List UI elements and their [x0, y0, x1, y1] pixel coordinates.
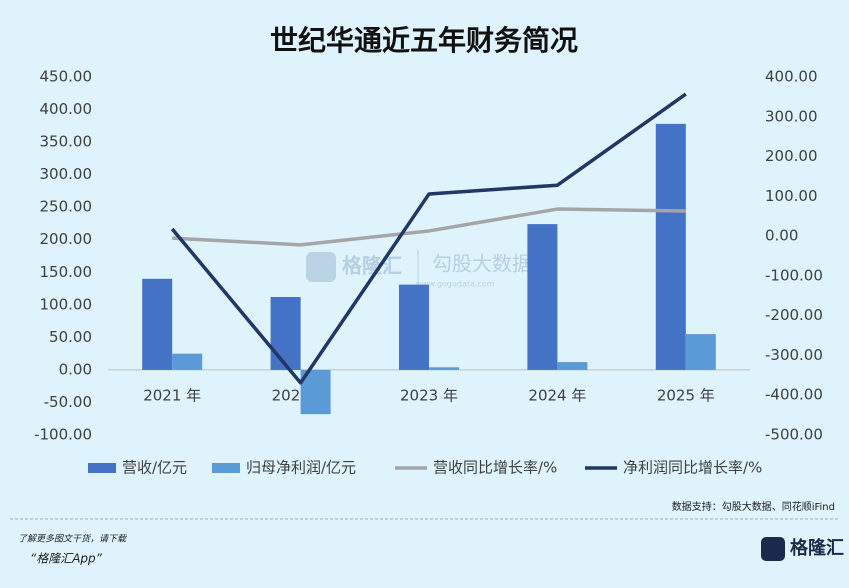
- line: [172, 207, 686, 247]
- source: 数据支持：勾股大数据、同花顺iFind: [672, 500, 835, 513]
- y2-tick-label: -400.00: [765, 386, 823, 404]
- y-tick-label: -50.00: [44, 393, 92, 411]
- y2-tick-label: -200.00: [765, 306, 823, 324]
- bar: [527, 224, 558, 370]
- y2-tick-label: 100.00: [765, 187, 818, 205]
- y-tick-label: 300.00: [40, 165, 93, 183]
- legend-label: 营收同比增长率/%: [433, 459, 557, 477]
- y-tick-label: 200.00: [40, 230, 93, 248]
- watermark: 格隆汇 勾股大数据 www.gogudata.com: [306, 250, 532, 289]
- bar: [399, 284, 429, 370]
- y-tick-label: 0.00: [59, 360, 92, 378]
- bar: [655, 123, 686, 370]
- bar: [270, 297, 301, 370]
- watermark-icon: [306, 252, 336, 282]
- legend-swatch: [212, 463, 240, 473]
- logo-icon: [761, 537, 785, 561]
- y2-tick-label: 400.00: [765, 68, 818, 86]
- y-tick-label: 100.00: [40, 295, 93, 313]
- watermark-url: www.gogudata.com: [415, 280, 494, 289]
- legend-label: 营收/亿元: [122, 459, 187, 477]
- y2-tick-label: -300.00: [765, 346, 823, 364]
- x-tick-label: 2023 年: [400, 387, 458, 405]
- y-tick-label: 50.00: [49, 328, 92, 346]
- x-tick-label: 2024 年: [528, 387, 586, 405]
- x-tick-label: 2021 年: [143, 387, 201, 405]
- bar: [142, 278, 173, 370]
- y2-tick-label: -100.00: [765, 266, 823, 284]
- y2-tick-label: 300.00: [765, 107, 818, 125]
- logo: 格隆汇: [790, 537, 844, 559]
- bar: [429, 367, 459, 370]
- legend-label: 净利润同比增长率/%: [623, 459, 762, 477]
- bar: [172, 353, 203, 370]
- bar: [557, 362, 588, 370]
- footer-prompt: 了解更多图文干货，请下载: [18, 534, 127, 545]
- watermark-data: 勾股大数据: [432, 252, 532, 276]
- y-tick-label: 150.00: [40, 263, 93, 281]
- legend-label: 归母净利润/亿元: [246, 459, 356, 477]
- y-tick-label: 450.00: [40, 68, 93, 86]
- y2-tick-label: 200.00: [765, 147, 818, 165]
- y-tick-label: 250.00: [40, 198, 93, 216]
- y-tick-label: -100.00: [34, 426, 92, 444]
- bar: [685, 334, 716, 370]
- y2-tick-label: 0.00: [765, 227, 798, 245]
- footer-app: “格隆汇App”: [30, 552, 103, 566]
- chart-title: 世纪华通近五年财务简况: [270, 24, 578, 57]
- y-tick-label: 400.00: [40, 100, 93, 118]
- line: [170, 92, 687, 385]
- x-tick-label: 2025 年: [657, 387, 715, 405]
- watermark-brand: 格隆汇: [342, 254, 402, 278]
- y-tick-label: 350.00: [40, 133, 93, 151]
- y2-tick-label: -500.00: [765, 426, 823, 444]
- legend-swatch: [88, 463, 116, 473]
